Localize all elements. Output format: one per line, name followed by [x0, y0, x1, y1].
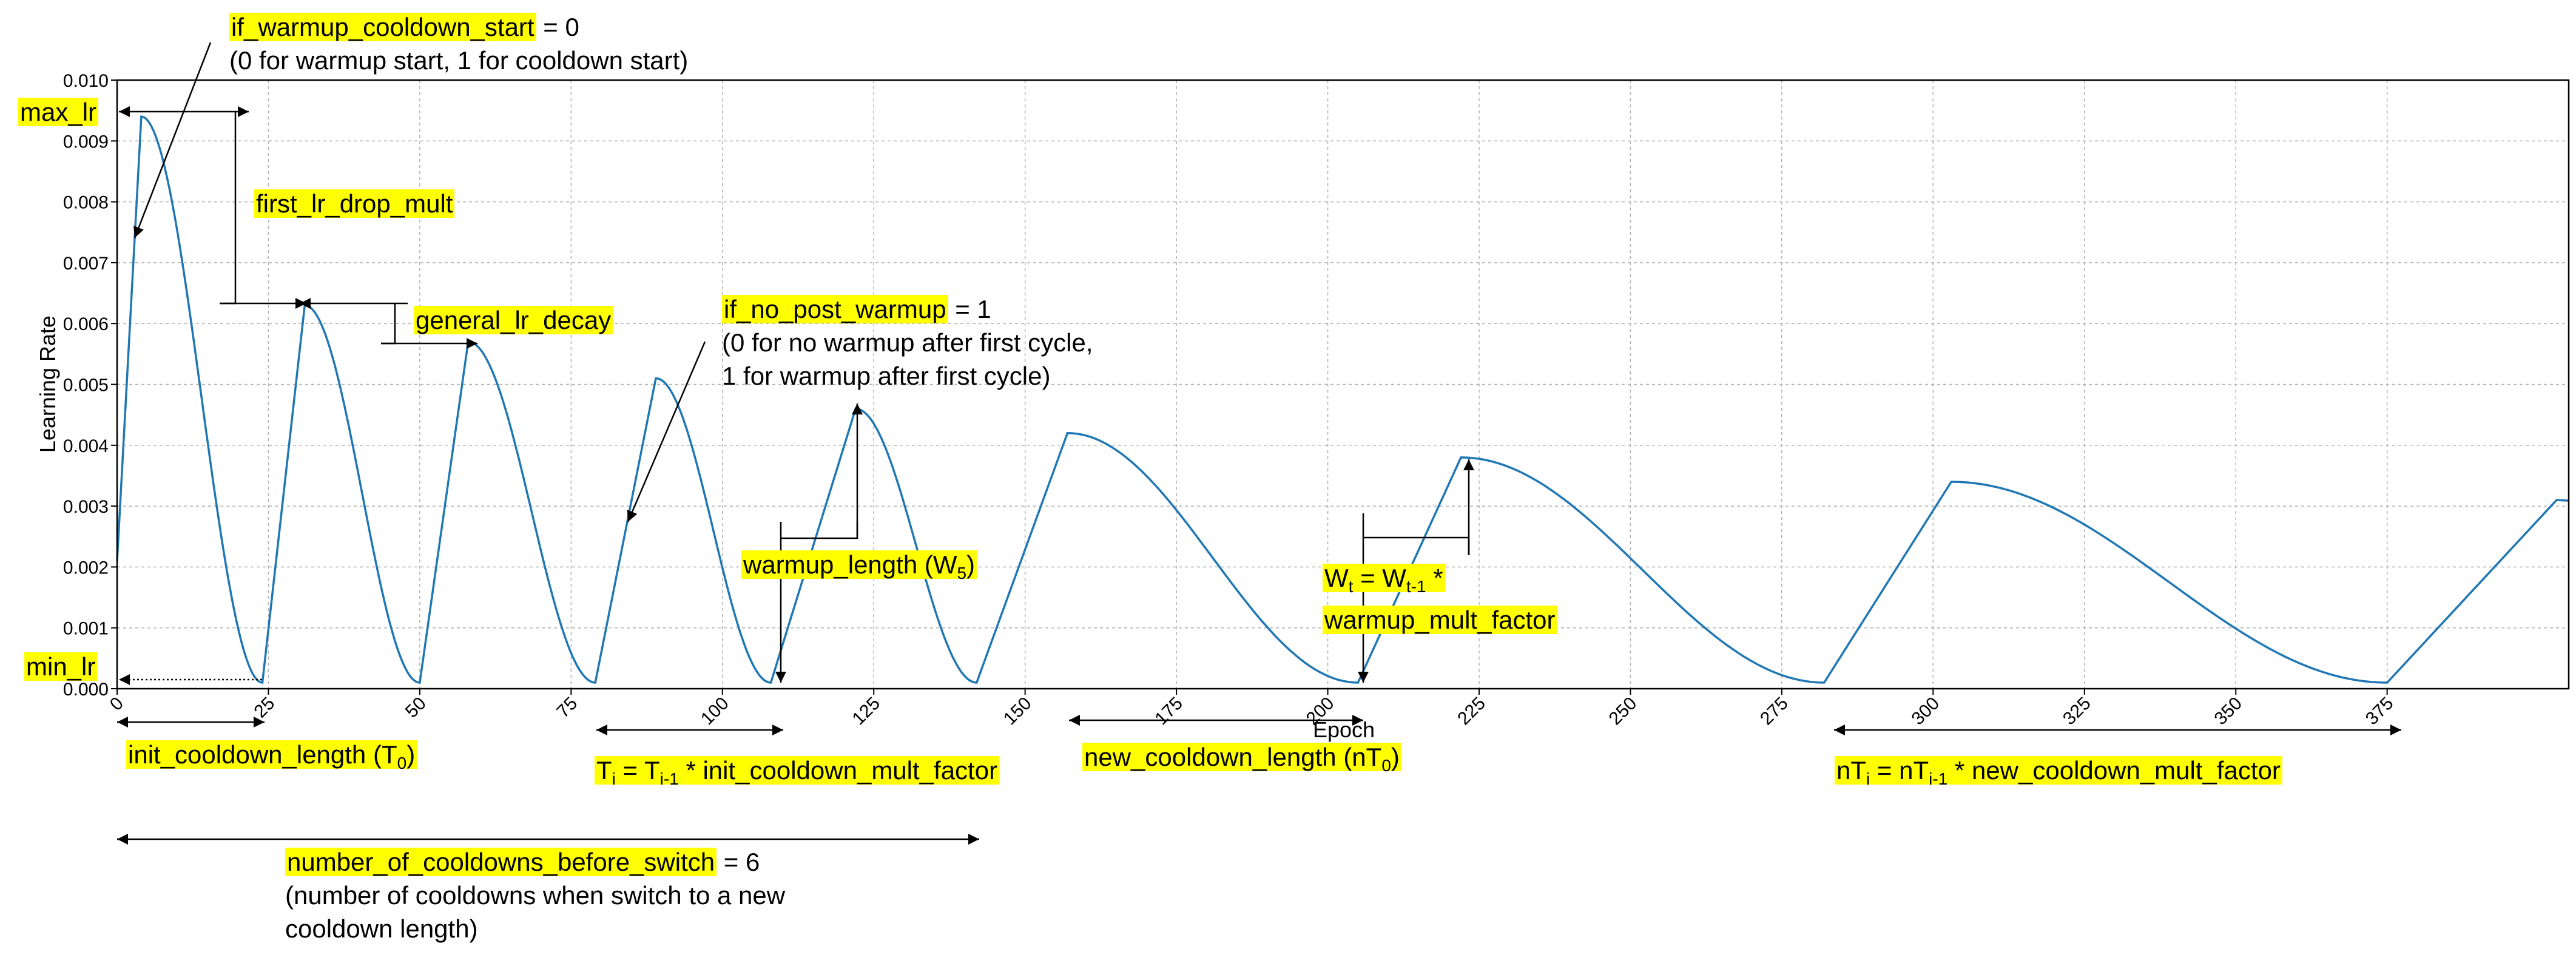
x-tick-label: 350 — [2210, 694, 2246, 729]
nti-formula-label: nTi = nTi-1 * new_cooldown_mult_factor — [1835, 754, 2282, 795]
x-tick-label: 225 — [1454, 694, 1489, 729]
x-tick-label: 175 — [1151, 694, 1187, 729]
general-lr-decay-label: general_lr_decay — [414, 303, 613, 337]
y-tick-label: 0.009 — [63, 132, 109, 152]
y-tick-label: 0.003 — [63, 497, 109, 517]
warmup-cooldown-start-label: if_warmup_cooldown_start = 0 (0 for warm… — [229, 13, 689, 75]
y-tick-label: 0.006 — [63, 314, 109, 334]
x-tick-label: 375 — [2362, 694, 2398, 729]
y-tick-label: 0.002 — [63, 558, 109, 578]
y-tick-label: 0.005 — [63, 376, 109, 396]
no-post-warmup-label: if_no_post_warmup = 1 (0 for no warmup a… — [722, 295, 1093, 390]
wt-bracket — [1362, 513, 1470, 555]
x-tick-label: 300 — [1908, 694, 1944, 729]
x-tick-label: 0 — [106, 694, 127, 715]
no-post-warmup-pointer — [627, 341, 706, 522]
x-tick-label: 75 — [553, 694, 581, 722]
first-lr-drop-mult-label: first_lr_drop_mult — [254, 187, 455, 220]
min-lr-label: min_lr — [24, 650, 98, 683]
y-axis-label: Learning Rate — [35, 316, 60, 453]
y-tick-label: 0.004 — [63, 436, 109, 456]
y-tick-label: 0.008 — [63, 193, 109, 213]
x-tick-label: 25 — [250, 694, 278, 722]
x-tick-label: 250 — [1605, 694, 1641, 729]
x-tick-label: 50 — [402, 694, 430, 722]
y-tick-label: 0.010 — [63, 71, 109, 91]
x-tick-label: 125 — [848, 694, 884, 729]
x-axis-ticks: 0 25 50 75 100 125 150 175 200 225 250 275 300 325 350… — [106, 689, 2398, 729]
wt-formula-label: Wt = Wt-1 * warmup_mult_factor — [1323, 561, 1557, 637]
max-lr-label: max_lr — [18, 95, 99, 129]
lr-curve-series — [116, 115, 2569, 684]
first-lr-drop-bracket — [220, 112, 237, 305]
y-tick-label: 0.007 — [63, 254, 109, 274]
x-tick-label: 325 — [2059, 694, 2095, 729]
new-cooldown-length-label: new_cooldown_length (nT0) — [1082, 740, 1401, 782]
y-axis-ticks: 0.000 0.001 0.002 0.003 0.004 0.005 0.006 0.007… — [63, 71, 117, 700]
y-tick-label: 0.001 — [63, 619, 109, 639]
y-tick-label: 0.000 — [63, 680, 109, 700]
x-tick-label: 275 — [1756, 694, 1792, 729]
init-cooldown-length-label: init_cooldown_length (T0) — [126, 738, 417, 780]
x-tick-label: 150 — [1000, 694, 1036, 729]
annotation-arrows — [117, 42, 2401, 845]
ti-formula-label: Ti = Ti-1 * init_cooldown_mult_factor — [595, 754, 1000, 795]
warmup-cooldown-pointer — [133, 42, 212, 238]
warmup-length-label: warmup_length (W5) — [741, 548, 977, 590]
num-cooldowns-label: number_of_cooldowns_before_switch = 6 (n… — [285, 848, 786, 943]
x-tick-label: 100 — [697, 694, 733, 729]
